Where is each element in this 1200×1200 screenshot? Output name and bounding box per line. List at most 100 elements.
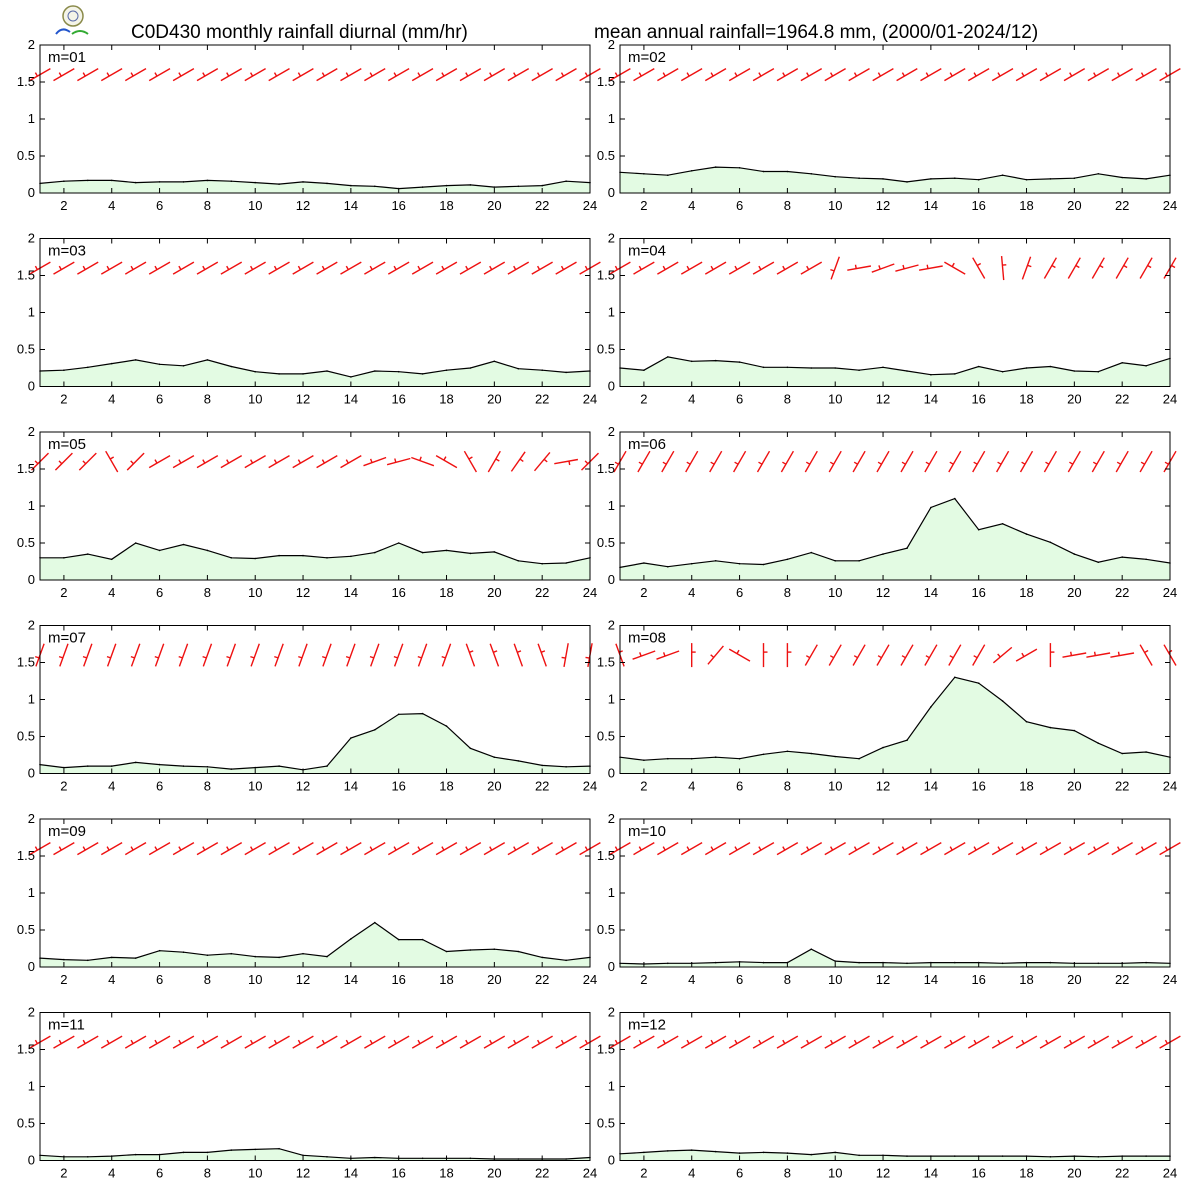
x-tick-label: 6 [736, 198, 743, 213]
rain-data-point [445, 950, 448, 953]
x-tick-label: 4 [688, 585, 695, 600]
rain-data-point [182, 1151, 185, 1154]
rain-data-point [230, 768, 233, 770]
rain-data-point [690, 360, 693, 363]
wind-barb [800, 1035, 823, 1049]
rain-data-point [110, 362, 113, 365]
y-tick-label: 1 [28, 305, 35, 320]
x-tick-label: 8 [784, 972, 791, 987]
rain-data-point [206, 954, 209, 956]
wind-barb [1111, 67, 1133, 82]
x-tick-label: 8 [784, 392, 791, 407]
wind-barb [657, 841, 679, 856]
wind-barb [972, 450, 986, 473]
wind-barb [924, 644, 938, 666]
wind-barb [1043, 257, 1058, 279]
wind-barb [220, 841, 243, 856]
wind-barb [124, 261, 147, 275]
rain-series-line [39, 179, 591, 190]
rain-data-point [714, 1150, 717, 1153]
wind-barb [489, 643, 500, 667]
x-tick-label: 2 [60, 392, 67, 407]
wind-barb [1067, 450, 1081, 473]
rain-data-point [206, 549, 209, 552]
rain-data-point [882, 553, 884, 555]
rain-data-point [87, 765, 89, 767]
rain-data-point [1121, 176, 1123, 179]
wind-barb [533, 451, 551, 472]
panel-m-06: 00.511.522 4 6 8 10 12 14 16 18 20 22 24m=06 [597, 424, 1177, 600]
wind-barb [633, 841, 655, 856]
wind-barb [637, 450, 651, 473]
x-tick-label: 6 [736, 1166, 743, 1181]
x-tick-label: 24 [1163, 392, 1177, 407]
rain-series-line [619, 948, 1171, 965]
rain-series-line [619, 676, 1171, 761]
wind-barb [1091, 450, 1105, 473]
rain-data-point [158, 363, 161, 366]
y-tick-label: 2 [28, 37, 35, 52]
rain-data-point [326, 182, 328, 185]
rain-data-point [469, 184, 472, 186]
panel-m-04: 00.511.522 4 6 8 10 12 14 16 18 20 22 24m=04 [597, 231, 1177, 407]
wind-barb [685, 450, 699, 473]
x-tick-label: 14 [924, 1166, 938, 1181]
x-tick-label: 6 [736, 779, 743, 794]
x-tick-label: 14 [924, 779, 938, 794]
wind-barb [487, 450, 501, 473]
rain-data-point [906, 181, 908, 183]
rain-data-point [977, 682, 980, 684]
rain-data-point [1145, 751, 1147, 753]
panel-m-10: 00.511.522 4 6 8 10 12 14 16 18 20 22 24m=10 [597, 811, 1181, 987]
wind-barb [1087, 1035, 1110, 1049]
rain-data-point [810, 752, 813, 755]
wind-barb [130, 643, 141, 667]
rain-data-point [1097, 962, 1100, 965]
rain-data-point [469, 552, 472, 555]
y-tick-label: 1.5 [17, 268, 35, 283]
y-tick-label: 1 [28, 498, 35, 513]
plot-frame [619, 1012, 1171, 1161]
wind-barb [900, 644, 914, 666]
x-tick-label: 2 [60, 585, 67, 600]
x-tick-label: 22 [535, 1166, 549, 1181]
x-tick-label: 4 [688, 1166, 695, 1181]
wind-barb [776, 1035, 799, 1049]
rain-data-point [810, 367, 813, 369]
rain-data-point [1025, 367, 1028, 369]
y-tick-label: 1.5 [17, 461, 35, 476]
y-tick-label: 1 [28, 885, 35, 900]
wind-barb [124, 841, 147, 856]
y-tick-label: 2 [28, 1005, 35, 1020]
rain-data-point [421, 186, 424, 188]
x-tick-label: 24 [1163, 198, 1177, 213]
rain-data-point [469, 747, 472, 750]
rain-data-point [1001, 700, 1004, 702]
rain-data-point [374, 729, 376, 731]
rain-data-point [906, 962, 908, 965]
wind-barb [848, 841, 870, 856]
x-tick-label: 12 [296, 198, 310, 213]
wind-barb [1139, 644, 1153, 666]
rain-data-point [714, 166, 717, 168]
rain-data-point [230, 365, 233, 368]
rain-data-point [326, 557, 328, 559]
rain-data-point [690, 562, 693, 565]
x-tick-label: 12 [876, 392, 890, 407]
rain-data-point [350, 376, 352, 378]
rain-data-point [182, 365, 185, 367]
rain-data-point [1145, 961, 1147, 964]
rain-data-point [1121, 556, 1123, 558]
wind-barb [435, 841, 458, 856]
y-tick-label: 1 [28, 692, 35, 707]
x-tick-label: 18 [1019, 1166, 1033, 1181]
wind-barb [178, 643, 189, 667]
rain-data-point [762, 961, 765, 964]
wind-barb [920, 1035, 942, 1049]
wind-barb [1063, 841, 1086, 856]
wind-barb [657, 261, 679, 275]
wind-barb [555, 67, 577, 82]
x-tick-label: 2 [60, 779, 67, 794]
y-tick-label: 1.5 [597, 655, 615, 670]
rain-data-point [158, 549, 161, 552]
